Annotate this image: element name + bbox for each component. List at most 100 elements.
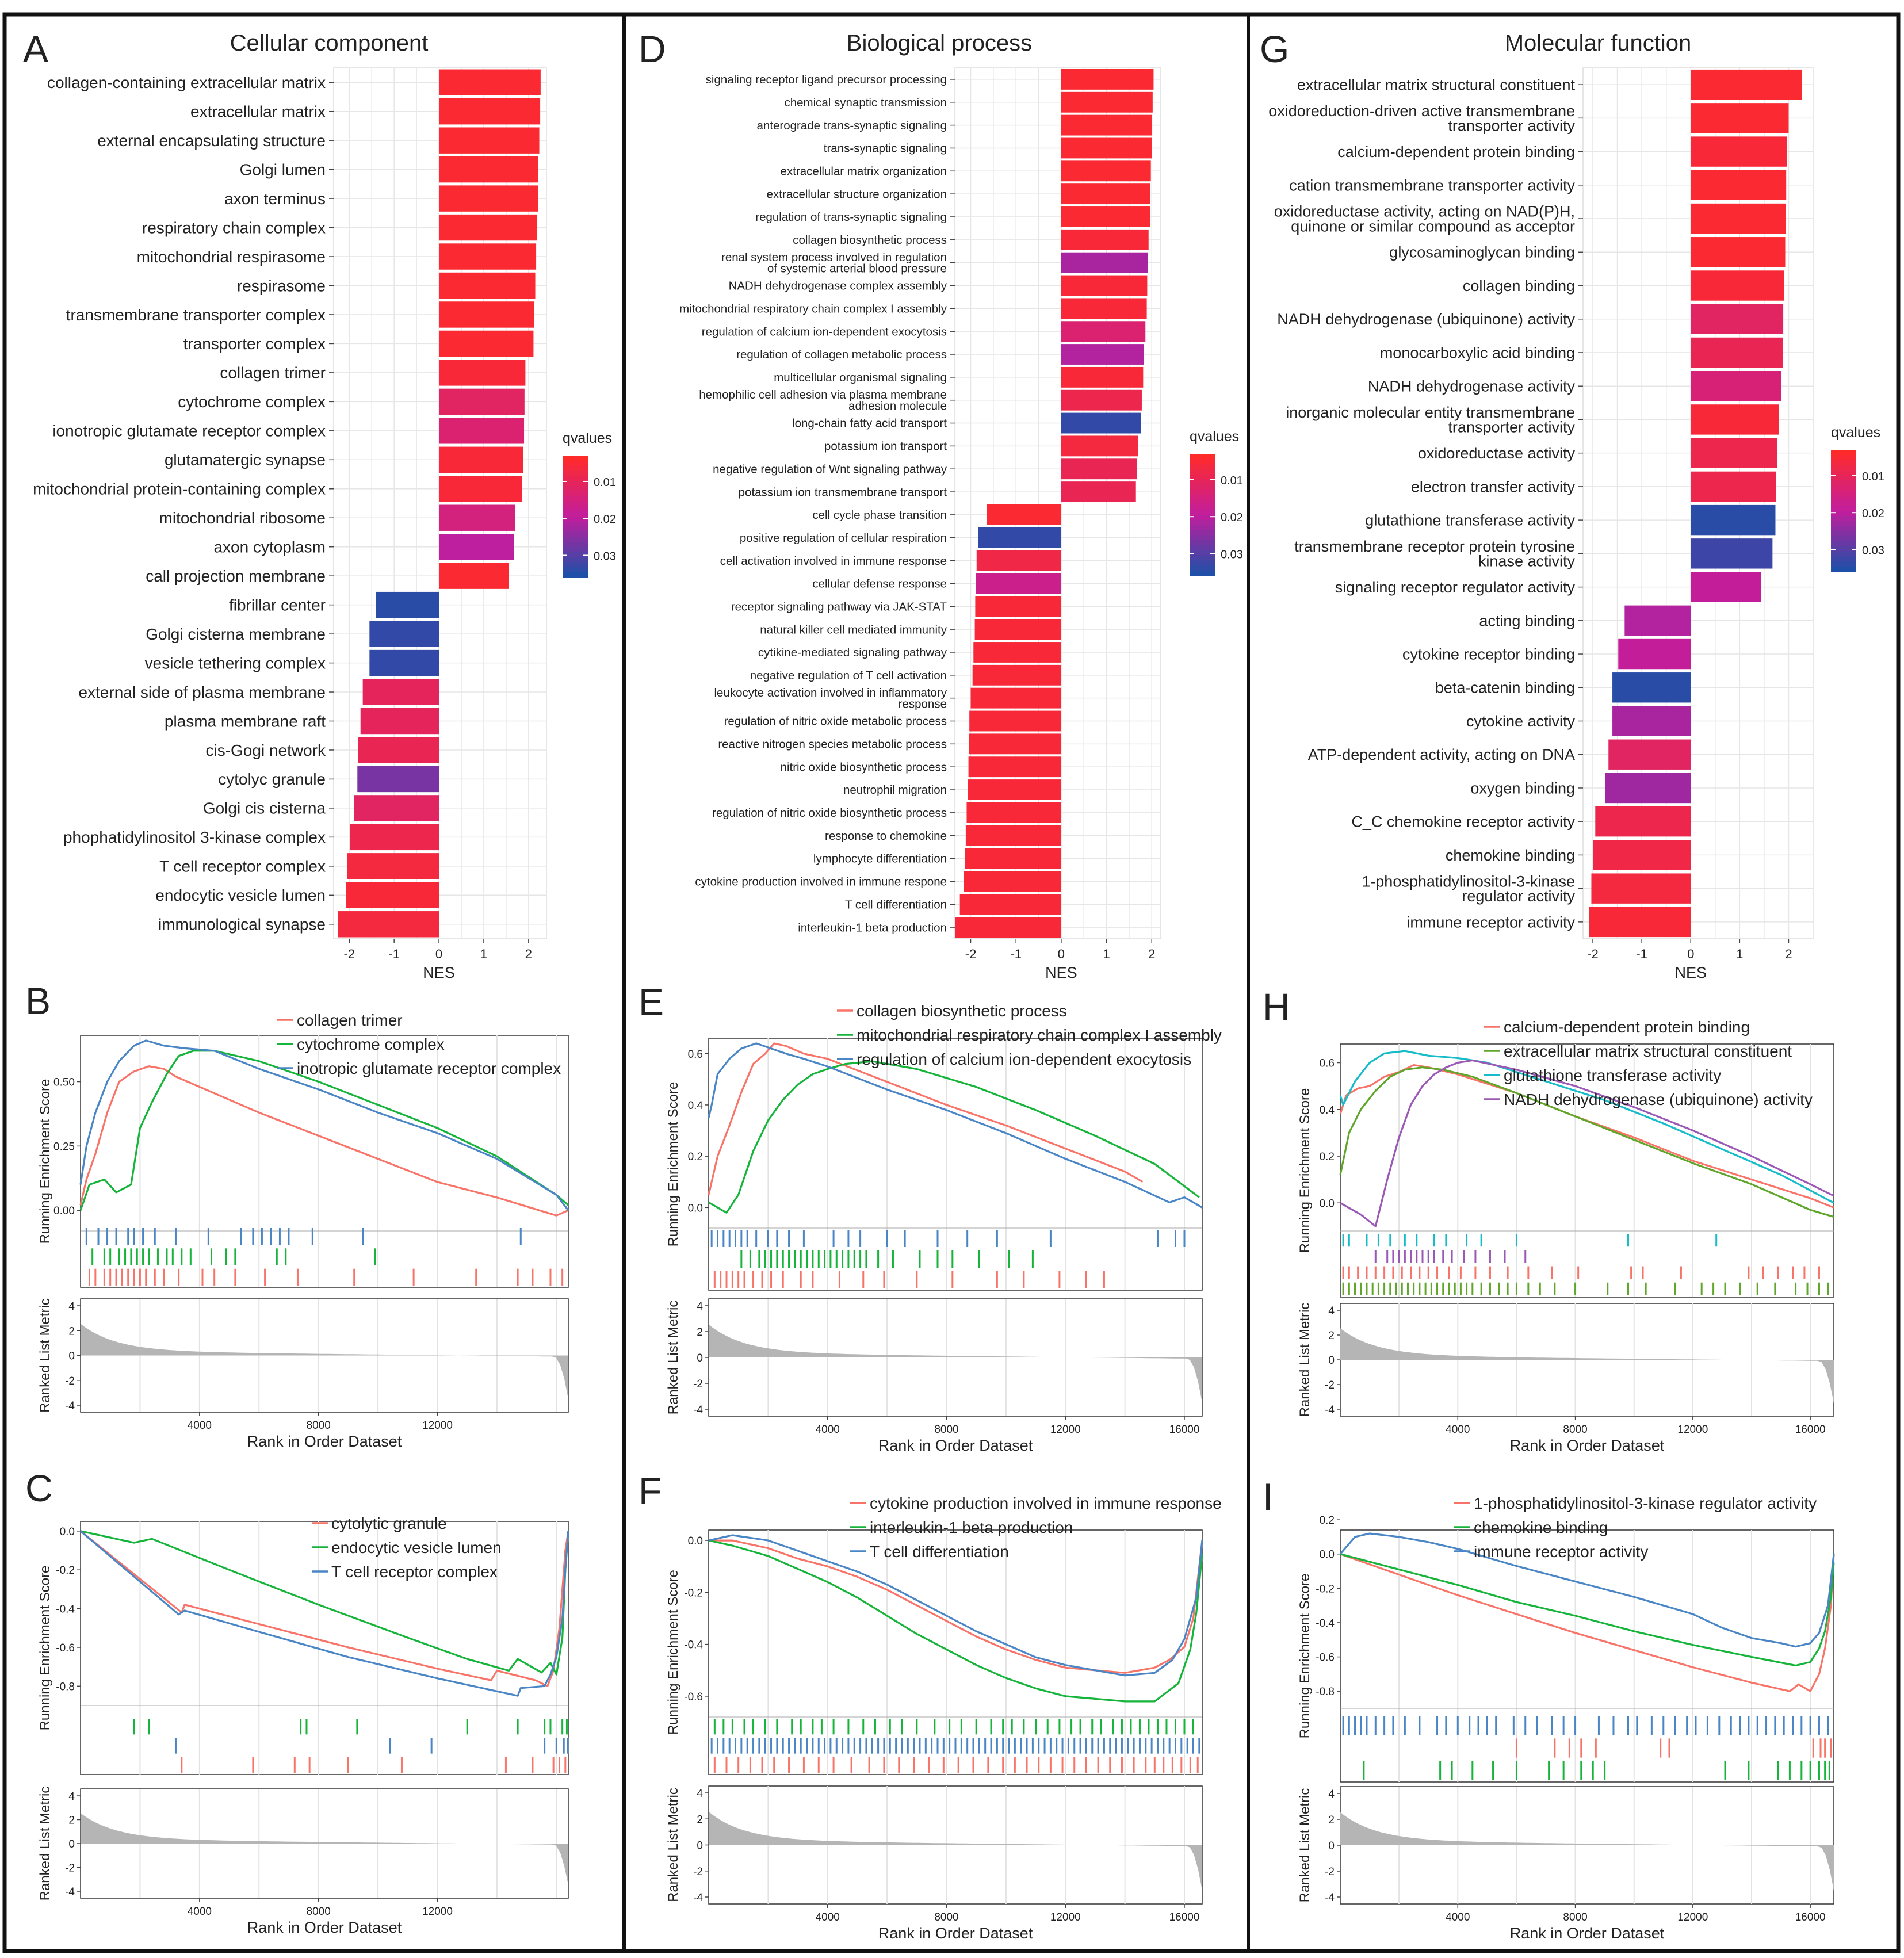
panel-title-A: Cellular component — [230, 30, 429, 56]
bar-G-10 — [1691, 370, 1781, 401]
y-tick-label: 0.4 — [1320, 1104, 1335, 1116]
y-tick-label: 0.25 — [53, 1141, 75, 1153]
bar-A-18 — [439, 563, 509, 589]
x-tick-label: -1 — [388, 947, 400, 961]
legend-swatch — [1190, 519, 1215, 526]
category-label: mitochondrial respiratory chain complex … — [679, 303, 947, 316]
es-line-3 — [79, 1530, 569, 1697]
es-y-axis: 0.0 0.2 0.4 0.6 — [688, 1049, 709, 1214]
es-line-3 — [708, 1534, 1203, 1677]
category-label: negative regulation of T cell activation — [750, 669, 947, 682]
bar-A-2 — [439, 98, 541, 125]
legend-label: collagen trimer — [297, 1011, 403, 1029]
y-tick-label: 0.2 — [1320, 1151, 1335, 1163]
series-legend: calcium-dependent protein binding extrace… — [1484, 1018, 1813, 1108]
category-label: calcium-dependent protein binding — [1337, 143, 1575, 160]
legend-tick-label: 0.02 — [1862, 507, 1884, 520]
category-label: cellular defense response — [812, 578, 947, 591]
bar-A-28 — [347, 853, 439, 879]
category-label: response — [899, 698, 947, 711]
category-label: glutamatergic synapse — [165, 451, 326, 469]
bar-A-9 — [439, 301, 534, 328]
legend-swatch — [563, 552, 588, 558]
legend-swatch — [1190, 454, 1215, 460]
legend-swatch — [1831, 551, 1856, 557]
metric-y-axis: -4 -2 0 2 4 — [1325, 1305, 1340, 1416]
legend-swatch — [563, 460, 588, 466]
category-label: oxidoreductase activity, acting on NAD(P… — [1274, 203, 1575, 220]
rank-x-axis: 4000 8000 12000 16000 Rank in Order Dataset — [816, 1416, 1200, 1454]
hit-rows — [85, 1228, 564, 1286]
bar-D-29 — [969, 710, 1061, 732]
panel-I: I -0.8 -0.6 -0.4 -0.2 0.0 0.2 Running Enrichmen… — [1263, 1475, 1835, 1942]
y-tick-label: 4 — [1328, 1788, 1335, 1800]
legend-swatch — [563, 521, 588, 527]
bar-D-30 — [969, 733, 1061, 755]
legend-swatch — [1831, 480, 1856, 486]
legend-label: mitochondrial respiratory chain complex … — [857, 1026, 1222, 1044]
bar-D-14 — [1061, 366, 1144, 388]
legend-title: qvalues — [1190, 429, 1239, 445]
legend-swatch — [563, 511, 588, 517]
category-label: axon terminus — [224, 190, 326, 208]
legend-label: endocytic vesicle lumen — [331, 1539, 502, 1557]
legend-swatch — [1831, 531, 1856, 537]
legend-swatch — [1190, 469, 1215, 475]
x-tick-label: 16000 — [1169, 1911, 1200, 1923]
legend-label: immune receptor activity — [1474, 1543, 1648, 1561]
bar-A-25 — [357, 766, 439, 793]
y-tick-label: 0.00 — [53, 1205, 75, 1217]
bar-A-5 — [439, 185, 538, 212]
y-tick-label: -0.2 — [56, 1565, 75, 1577]
x-tick-label: 0 — [1687, 947, 1694, 961]
category-label: anterograde trans-synaptic signaling — [757, 119, 947, 132]
x-axis-title: Rank in Order Dataset — [878, 1437, 1033, 1454]
legend-label: calcium-dependent protein binding — [1504, 1018, 1750, 1036]
x-axis-title: Rank in Order Dataset — [247, 1919, 402, 1936]
category-label: axon cytoplasm — [213, 538, 326, 556]
category-label: regulator activity — [1462, 888, 1575, 905]
bar-A-6 — [439, 214, 537, 241]
legend-tick-label: 0.01 — [1221, 475, 1243, 487]
y-tick-label: -0.4 — [684, 1639, 703, 1651]
legend-swatch — [1831, 454, 1856, 461]
category-label: response to chemokine — [825, 829, 947, 843]
category-label: of systemic arterial blood pressure — [767, 262, 947, 276]
category-labels: extracellular matrix structural constitu… — [1268, 77, 1583, 931]
bar-G-18 — [1618, 638, 1691, 670]
bar-D-17 — [1061, 435, 1138, 457]
legend-label: cytokine production involved in immune r… — [870, 1494, 1222, 1512]
legend-swatch — [563, 537, 588, 543]
category-label: signaling receptor ligand precursor proc… — [706, 73, 947, 86]
category-label: interleukin-1 beta production — [798, 921, 947, 934]
bar-G-23 — [1595, 806, 1691, 837]
y-tick-label: 0 — [697, 1352, 703, 1364]
legend-swatch — [1190, 494, 1215, 500]
bar-A-13 — [439, 418, 525, 444]
bar-D-10 — [1061, 275, 1148, 296]
category-label: mitochondrial respirasome — [137, 248, 326, 266]
y-tick-label: 0.6 — [1320, 1058, 1335, 1070]
rank-x-axis: 4000 8000 12000 Rank in Order Dataset — [188, 1898, 453, 1936]
legend-swatch — [1831, 460, 1856, 466]
category-label: natural killer cell mediated immunity — [760, 623, 947, 636]
bars — [955, 68, 1154, 938]
es-y-title: Running Enrichment Score — [37, 1566, 53, 1731]
y-tick-label: -4 — [65, 1886, 75, 1898]
panel-letter-A: A — [23, 28, 48, 70]
x-tick-label: 4000 — [1446, 1424, 1470, 1436]
panel-letter-D: D — [639, 28, 666, 70]
es-y-title: Running Enrichment Score — [1297, 1574, 1313, 1739]
panel-C: C -0.8 -0.6 -0.4 -0.2 0.0 Running Enrichment S… — [25, 1467, 569, 1936]
category-label: call projection membrane — [146, 567, 326, 585]
x-tick-label: 4000 — [1446, 1911, 1470, 1923]
x-tick-label: 12000 — [1050, 1424, 1081, 1436]
x-tick-label: 16000 — [1169, 1424, 1200, 1436]
x-axis: -2 -1 0 1 2 NES — [343, 939, 532, 981]
category-label: regulation of calcium ion-dependent exoc… — [702, 325, 947, 338]
category-label: ATP-dependent activity, acting on DNA — [1308, 746, 1575, 763]
category-label: chemokine binding — [1446, 847, 1575, 864]
x-tick-label: 16000 — [1795, 1911, 1826, 1923]
legend-label: inotropic glutamate receptor complex — [297, 1060, 561, 1077]
